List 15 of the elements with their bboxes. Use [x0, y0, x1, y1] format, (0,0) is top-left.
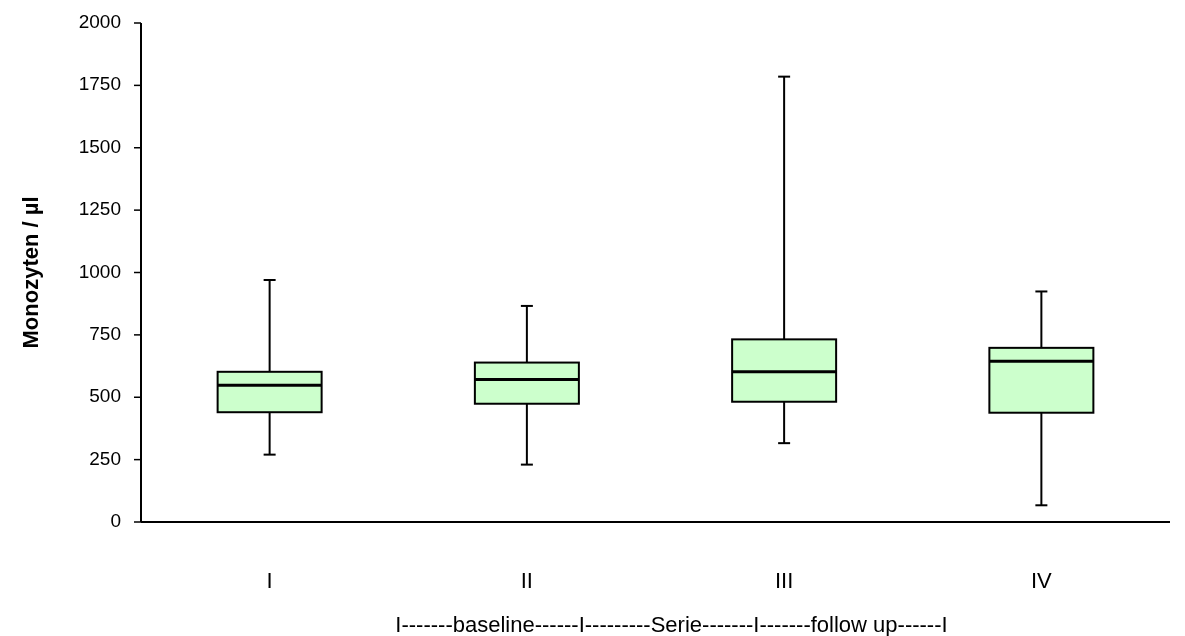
y-tick-label: 0	[110, 510, 121, 532]
y-tick-label: 1000	[78, 260, 121, 282]
y-tick-label: 750	[89, 322, 121, 344]
x-tick-label: III	[774, 568, 794, 593]
y-tick-label: 1250	[78, 198, 121, 220]
y-tick-label: 1500	[78, 135, 121, 157]
x-tick-label: IV	[1030, 568, 1053, 593]
y-tick-label: 500	[89, 385, 121, 407]
x-axis-title: I-------baseline------I---------Serie-------I-------follow up------I	[395, 612, 948, 636]
y-tick-label: 2000	[78, 11, 121, 33]
x-tick-label: I	[266, 568, 273, 593]
x-tick-label: II	[520, 568, 533, 593]
y-axis-title: Monozyten / µl	[18, 196, 43, 349]
y-tick-label: 250	[89, 447, 121, 469]
y-tick-label: 1750	[78, 73, 121, 95]
